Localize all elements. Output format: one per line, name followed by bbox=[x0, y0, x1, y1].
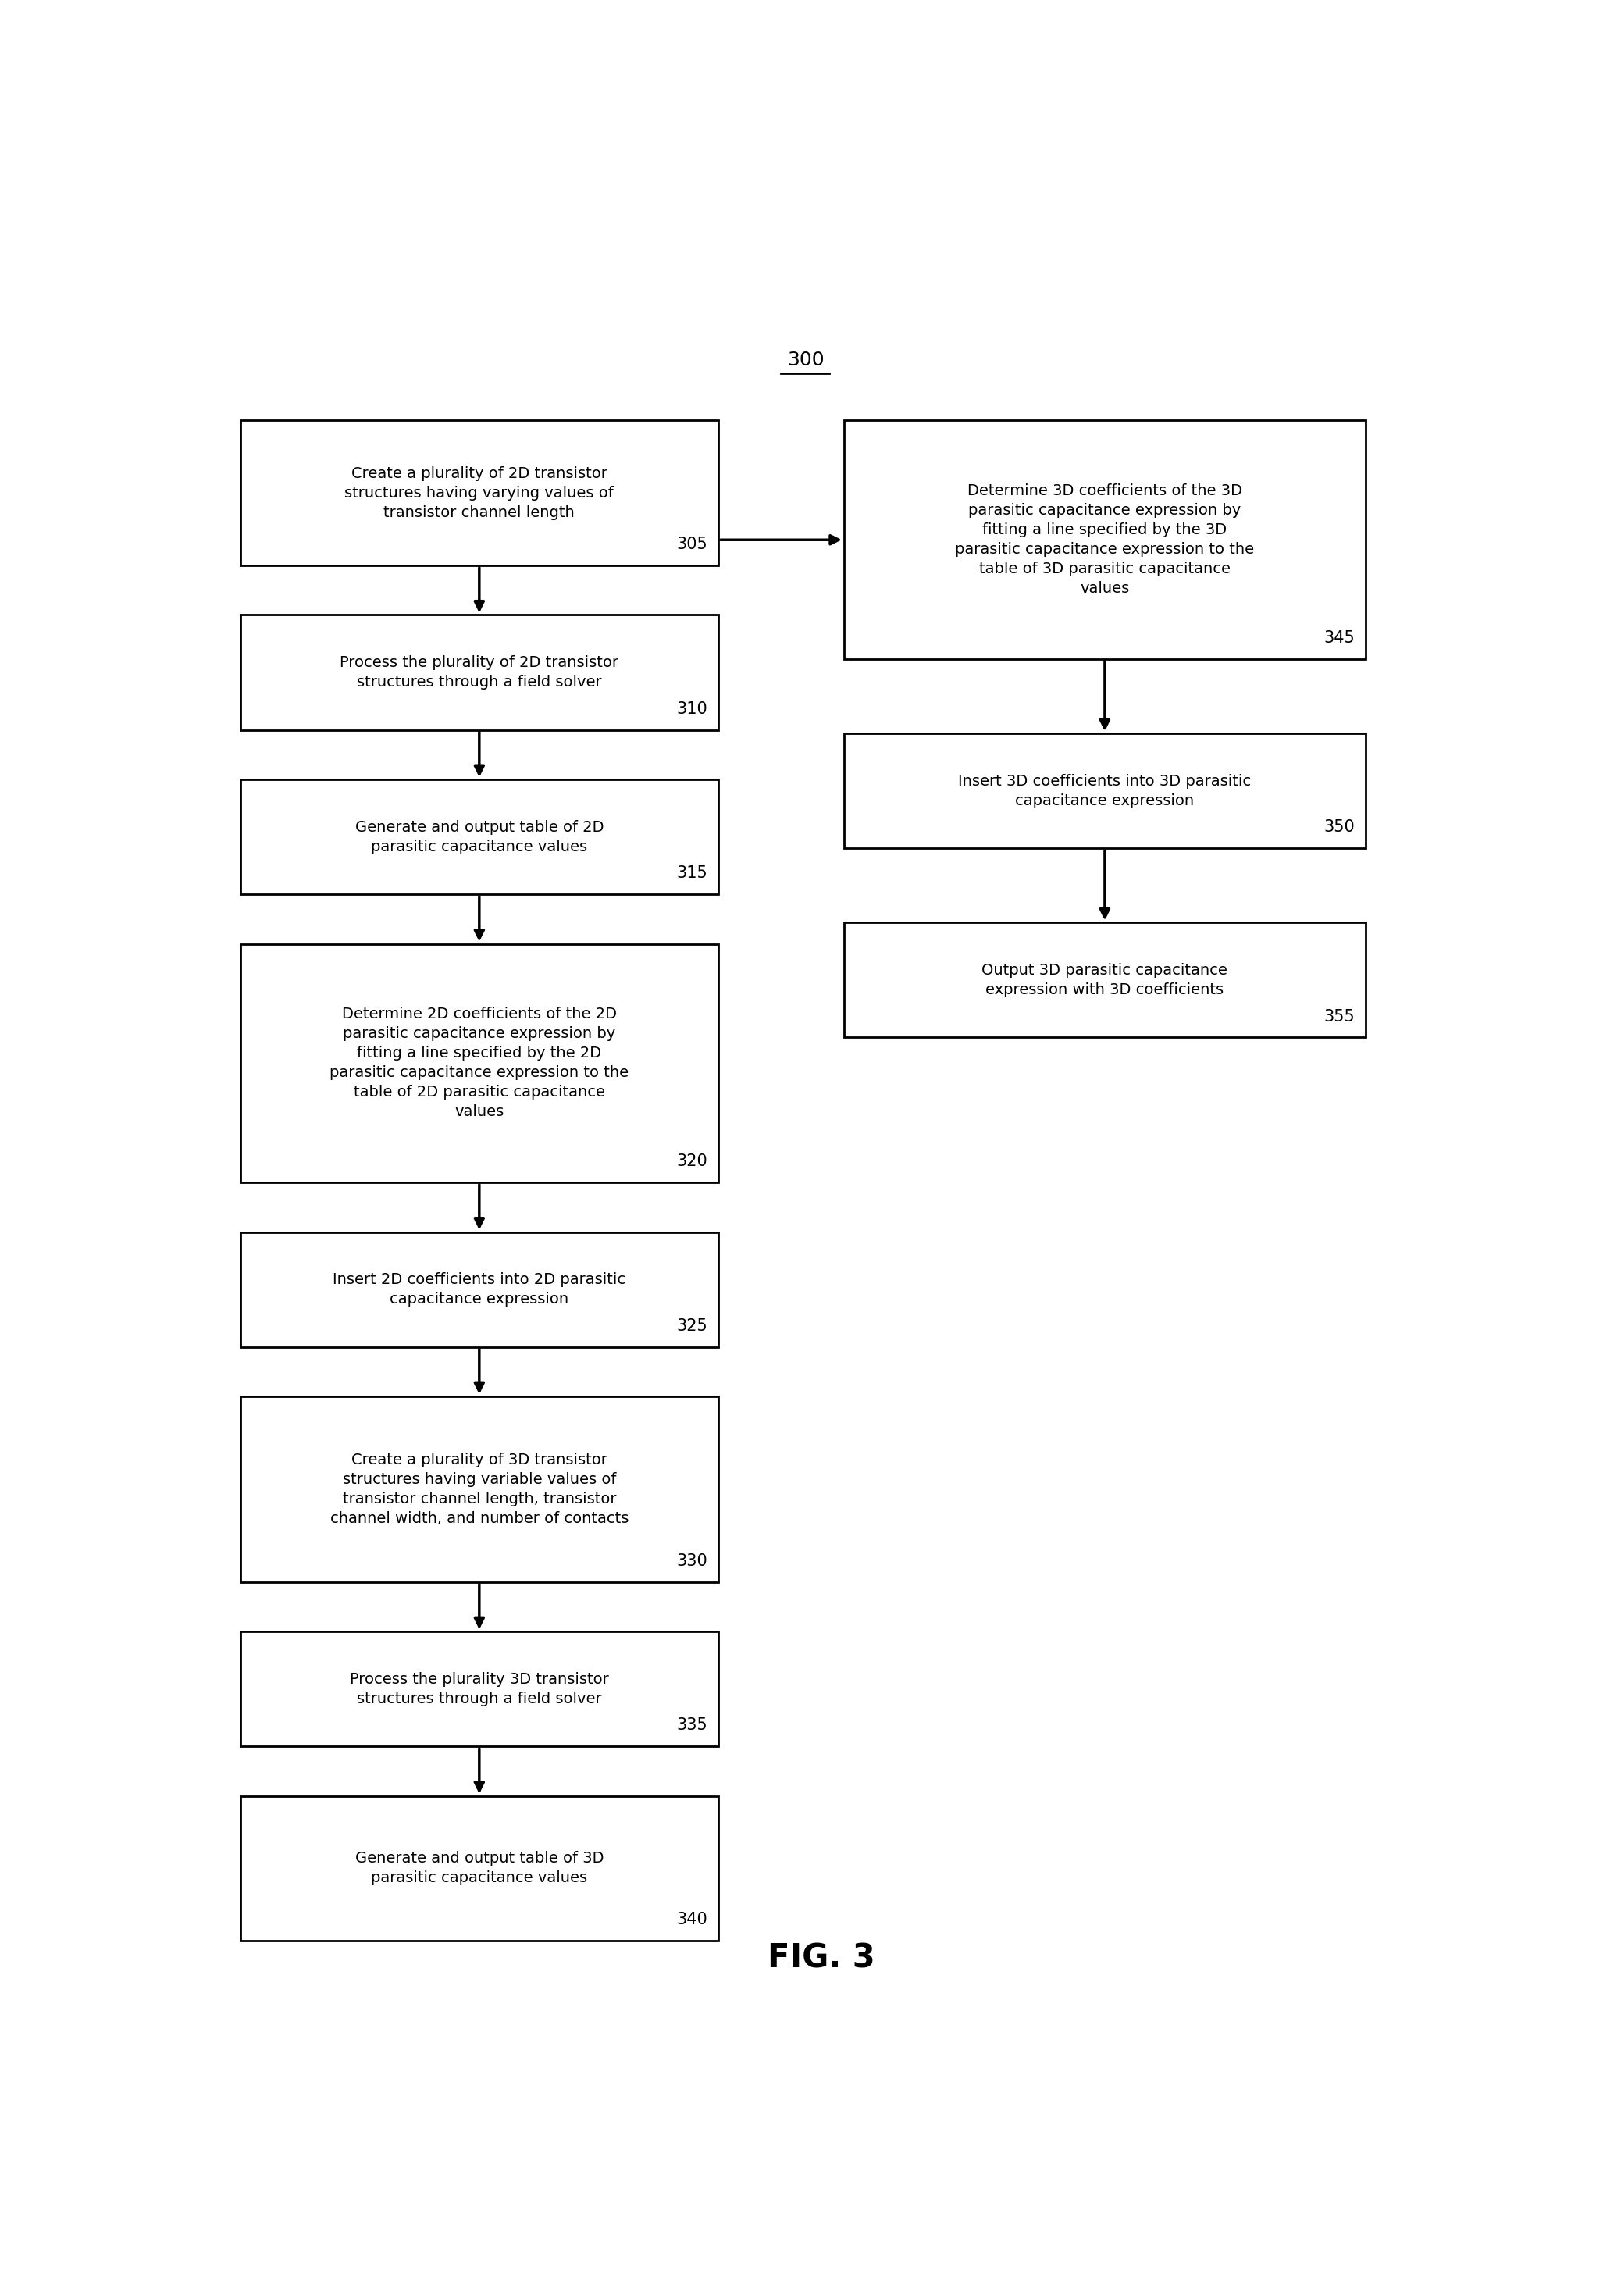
Text: Process the plurality of 2D transistor
structures through a field solver: Process the plurality of 2D transistor s… bbox=[340, 654, 619, 689]
FancyBboxPatch shape bbox=[843, 732, 1366, 847]
Text: 315: 315 bbox=[676, 866, 707, 882]
Text: Generate and output table of 2D
parasitic capacitance values: Generate and output table of 2D parasiti… bbox=[354, 820, 604, 854]
FancyBboxPatch shape bbox=[240, 778, 718, 895]
Text: 330: 330 bbox=[676, 1552, 707, 1568]
Text: Insert 3D coefficients into 3D parasitic
capacitance expression: Insert 3D coefficients into 3D parasitic… bbox=[959, 774, 1252, 808]
FancyBboxPatch shape bbox=[240, 1233, 718, 1348]
Text: 355: 355 bbox=[1324, 1008, 1355, 1024]
Text: 325: 325 bbox=[676, 1318, 707, 1334]
Text: Determine 3D coefficients of the 3D
parasitic capacitance expression by
fitting : Determine 3D coefficients of the 3D para… bbox=[955, 484, 1255, 597]
Text: Determine 2D coefficients of the 2D
parasitic capacitance expression by
fitting : Determine 2D coefficients of the 2D para… bbox=[330, 1008, 628, 1120]
Text: Create a plurality of 2D transistor
structures having varying values of
transist: Create a plurality of 2D transistor stru… bbox=[345, 466, 614, 519]
Text: FIG. 3: FIG. 3 bbox=[768, 1942, 875, 1975]
Text: Create a plurality of 3D transistor
structures having variable values of
transis: Create a plurality of 3D transistor stru… bbox=[330, 1453, 628, 1527]
Text: 340: 340 bbox=[676, 1913, 707, 1929]
FancyBboxPatch shape bbox=[240, 420, 718, 565]
Text: 310: 310 bbox=[676, 700, 707, 716]
FancyBboxPatch shape bbox=[843, 923, 1366, 1038]
Text: 305: 305 bbox=[676, 537, 707, 553]
FancyBboxPatch shape bbox=[240, 1396, 718, 1582]
Text: Generate and output table of 3D
parasitic capacitance values: Generate and output table of 3D parasiti… bbox=[354, 1851, 604, 1885]
Text: 350: 350 bbox=[1324, 820, 1355, 836]
Text: 345: 345 bbox=[1324, 631, 1355, 645]
Text: 300: 300 bbox=[787, 351, 824, 370]
FancyBboxPatch shape bbox=[240, 1632, 718, 1747]
Text: Output 3D parasitic capacitance
expression with 3D coefficients: Output 3D parasitic capacitance expressi… bbox=[983, 962, 1228, 996]
Text: Insert 2D coefficients into 2D parasitic
capacitance expression: Insert 2D coefficients into 2D parasitic… bbox=[333, 1272, 625, 1306]
FancyBboxPatch shape bbox=[240, 1795, 718, 1940]
FancyBboxPatch shape bbox=[843, 420, 1366, 659]
Text: 320: 320 bbox=[676, 1153, 707, 1169]
Text: Process the plurality 3D transistor
structures through a field solver: Process the plurality 3D transistor stru… bbox=[349, 1671, 609, 1706]
FancyBboxPatch shape bbox=[240, 944, 718, 1182]
FancyBboxPatch shape bbox=[240, 615, 718, 730]
Text: 335: 335 bbox=[676, 1717, 707, 1733]
